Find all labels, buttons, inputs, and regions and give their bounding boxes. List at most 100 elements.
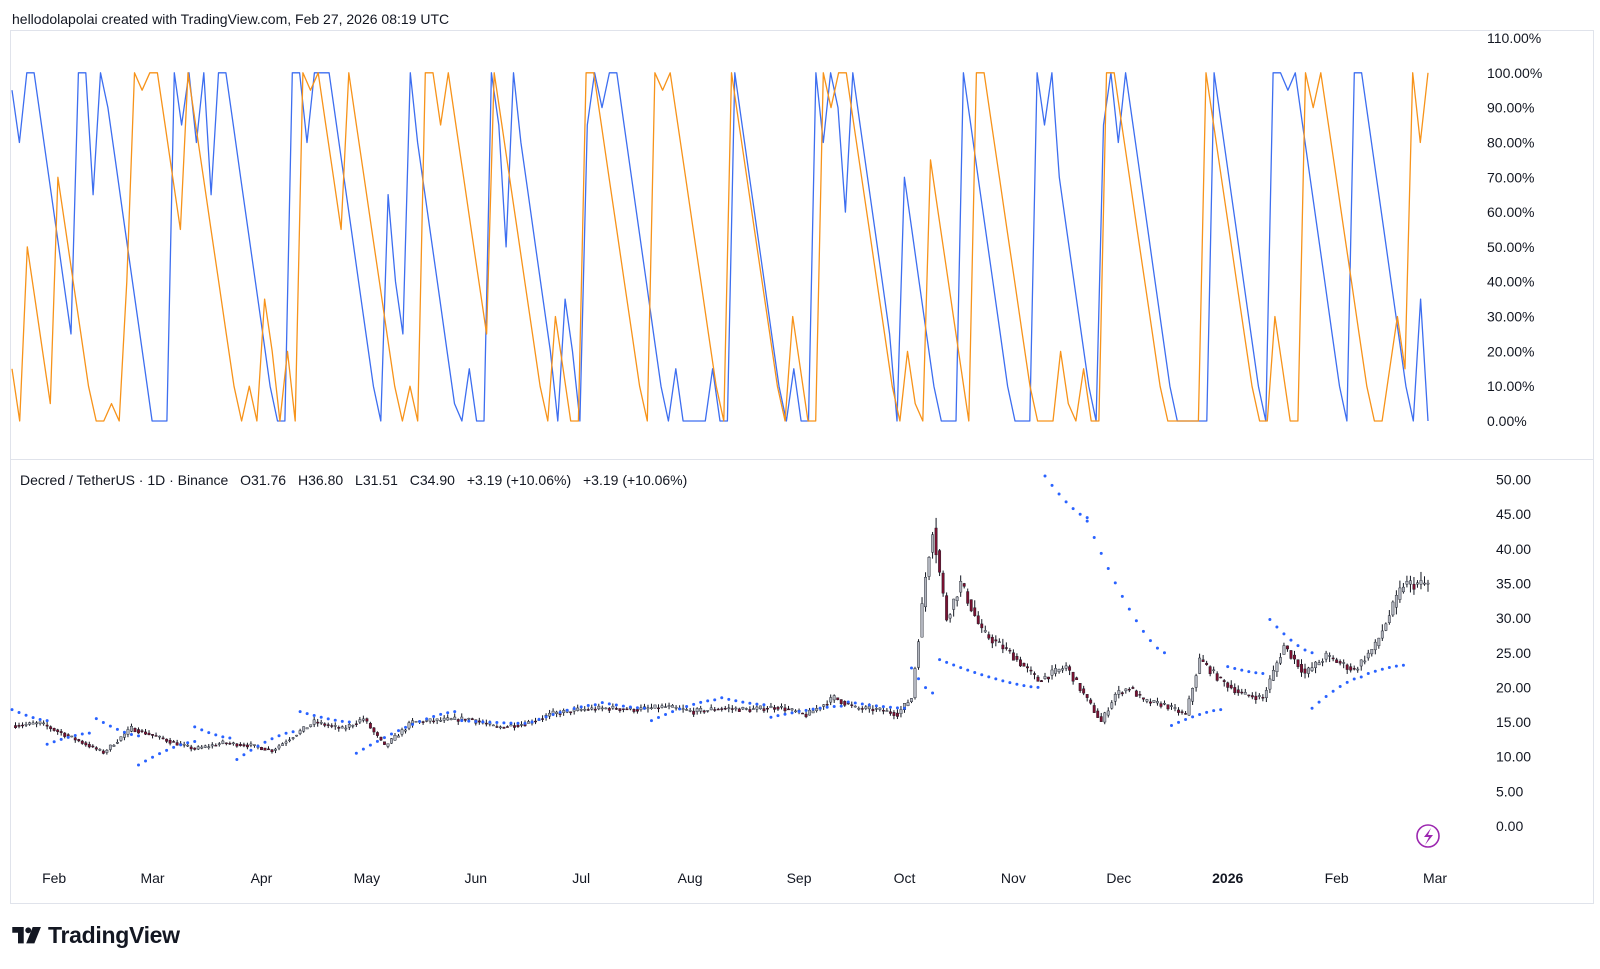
candle-body (607, 708, 611, 711)
candle-body (1394, 595, 1398, 608)
candle-body (21, 724, 24, 727)
parabolic-sar-dot (966, 668, 970, 672)
candle-body (207, 746, 211, 748)
candle-body (214, 744, 218, 747)
parabolic-sar-dot (657, 716, 661, 720)
parabolic-sar-dot (1050, 483, 1054, 487)
parabolic-sar-dot (488, 720, 492, 724)
candle-body (449, 718, 453, 721)
candle-body (1082, 688, 1086, 694)
candle-body (130, 726, 133, 732)
parabolic-sar-dot (179, 743, 183, 747)
candle-body (969, 599, 973, 612)
parabolic-sar-dot (1008, 681, 1012, 685)
parabolic-sar-dot (867, 703, 871, 707)
parabolic-sar-dot (186, 741, 190, 745)
parabolic-sar-dot (418, 719, 422, 723)
candle-body (1152, 700, 1156, 703)
parabolic-sar-dot (994, 677, 998, 681)
candle-body (843, 701, 847, 706)
parabolic-sar-dot (973, 670, 977, 674)
candle-body (597, 705, 601, 710)
candle-body (1001, 644, 1005, 650)
osc-y-tick-label: 110.00% (1487, 30, 1541, 46)
candle-body (1278, 657, 1282, 664)
parabolic-sar-dot (80, 732, 84, 736)
parabolic-sar-dot (1057, 492, 1061, 496)
candle-body (509, 724, 513, 727)
parabolic-sar-dot (1106, 566, 1110, 570)
candle-body (372, 727, 376, 733)
x-tick-label: Apr (251, 870, 273, 886)
parabolic-sar-dot (1254, 671, 1258, 675)
parabolic-sar-dot (832, 705, 836, 709)
parabolic-sar-dot (959, 666, 963, 670)
candle-body (375, 732, 379, 736)
parabolic-sar-dot (664, 712, 668, 716)
candle-body (77, 739, 81, 742)
candle-body (217, 743, 221, 745)
parabolic-sar-dot (853, 701, 857, 705)
pane-divider[interactable] (10, 459, 1594, 460)
tradingview-logo[interactable]: TradingView (12, 922, 180, 949)
candle-body (253, 744, 256, 746)
parabolic-sar-dot (1261, 672, 1265, 676)
osc-y-tick-label: 20.00% (1487, 343, 1534, 359)
parabolic-sar-dot (31, 716, 35, 720)
parabolic-sar-dot (165, 748, 169, 752)
osc-y-tick-label: 0.00% (1487, 413, 1527, 429)
candle-body (885, 710, 889, 712)
x-tick-label: Mar (140, 870, 164, 886)
candle-body (744, 708, 748, 710)
low-value: L31.51 (355, 472, 398, 488)
x-tick-label: Mar (1423, 870, 1447, 886)
osc-y-tick-label: 60.00% (1487, 204, 1534, 220)
parabolic-sar-dot (242, 753, 246, 757)
parabolic-sar-dot (73, 734, 77, 738)
candle-body (920, 603, 924, 638)
candle-body (618, 708, 622, 711)
candle-body (333, 725, 337, 727)
candle-body (165, 738, 169, 742)
candle-body (442, 717, 446, 721)
candle-body (653, 704, 657, 709)
candle-body (1233, 687, 1237, 694)
candle-body (836, 697, 840, 700)
parabolic-sar-dot (600, 701, 604, 705)
candle-body (748, 709, 752, 712)
candle-body (1138, 694, 1142, 696)
parabolic-sar-dot (846, 700, 850, 704)
candle-body (794, 710, 797, 713)
parabolic-sar-dot (122, 730, 126, 734)
candle-body (14, 725, 17, 728)
candle-body (632, 709, 636, 712)
symbol-name[interactable]: Decred / TetherUS · 1D · Binance (20, 472, 229, 488)
candle-body (147, 732, 151, 736)
candle-body (491, 724, 495, 727)
parabolic-sar-dot (537, 717, 541, 721)
candle-body (520, 724, 523, 726)
parabolic-sar-dot (987, 675, 991, 679)
candle-body (548, 712, 552, 717)
candle-body (31, 722, 35, 725)
candle-body (1177, 709, 1180, 713)
parabolic-sar-dot (460, 719, 464, 723)
candle-body (277, 745, 281, 749)
parabolic-sar-dot (108, 724, 112, 728)
parabolic-sar-dot (924, 686, 928, 690)
candle-body (404, 729, 407, 732)
candle-body (1342, 662, 1346, 664)
parabolic-sar-dot (1184, 718, 1188, 722)
parabolic-sar-dot (1071, 507, 1075, 511)
candle-body (899, 709, 903, 714)
parabolic-sar-dot (895, 706, 899, 710)
parabolic-sar-dot (1099, 551, 1103, 555)
candle-body (737, 708, 741, 712)
candle-body (453, 716, 457, 720)
candle-body (1120, 692, 1124, 695)
candle-body (1026, 666, 1029, 669)
candle-body (456, 719, 460, 722)
candle-body (913, 668, 917, 698)
candle-body (73, 737, 77, 741)
